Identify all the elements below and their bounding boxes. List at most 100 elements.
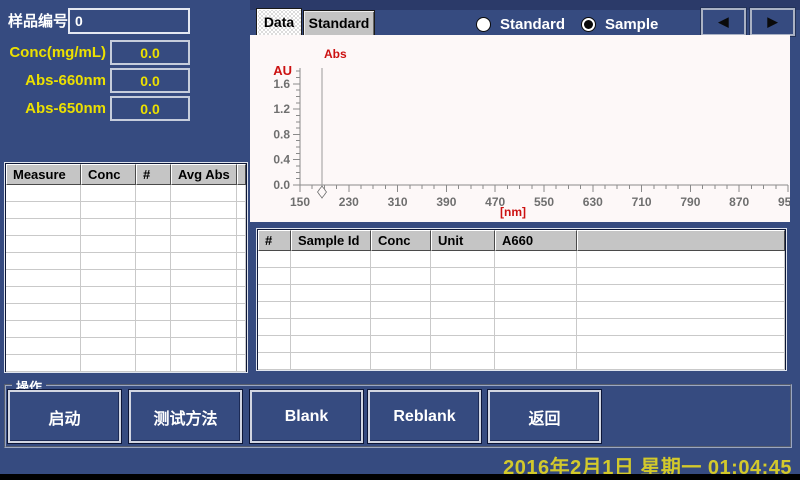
table-cell[interactable] (81, 219, 136, 236)
radio-group-sample[interactable]: Sample (581, 15, 658, 33)
table-cell[interactable] (6, 202, 81, 219)
table-cell[interactable] (258, 353, 291, 370)
table-cell[interactable] (237, 236, 246, 253)
radio-sample[interactable] (581, 16, 596, 32)
table-cell[interactable] (237, 185, 246, 202)
table-cell[interactable] (431, 268, 495, 285)
table-cell[interactable] (171, 202, 237, 219)
table-cell[interactable] (81, 355, 136, 372)
table-cell[interactable] (371, 285, 431, 302)
table-cell[interactable] (136, 287, 171, 304)
table-cell[interactable] (81, 270, 136, 287)
table-cell[interactable] (136, 355, 171, 372)
table-cell[interactable] (6, 185, 81, 202)
table-cell[interactable] (6, 287, 81, 304)
table-cell[interactable] (577, 251, 785, 268)
measure-table-body[interactable] (6, 185, 246, 372)
table-cell[interactable] (291, 268, 371, 285)
table-cell[interactable] (291, 302, 371, 319)
table-cell[interactable] (495, 251, 577, 268)
table-cell[interactable] (136, 253, 171, 270)
table-cell[interactable] (136, 185, 171, 202)
measure-table[interactable]: Measure Conc # Avg Abs (4, 162, 248, 373)
table-cell[interactable] (371, 268, 431, 285)
table-cell[interactable] (81, 253, 136, 270)
table-cell[interactable] (371, 251, 431, 268)
table-cell[interactable] (495, 285, 577, 302)
prev-button[interactable]: ◀ (700, 7, 747, 37)
sample-id-input[interactable]: 0 (68, 8, 190, 34)
table-cell[interactable] (81, 338, 136, 355)
radio-group-standard[interactable]: Standard (476, 15, 565, 33)
table-cell[interactable] (237, 253, 246, 270)
radio-standard[interactable] (476, 16, 491, 32)
table-cell[interactable] (136, 304, 171, 321)
table-cell[interactable] (6, 338, 81, 355)
table-cell[interactable] (171, 219, 237, 236)
table-cell[interactable] (171, 355, 237, 372)
table-cell[interactable] (171, 270, 237, 287)
table-cell[interactable] (371, 336, 431, 353)
table-cell[interactable] (171, 304, 237, 321)
table-cell[interactable] (258, 336, 291, 353)
table-cell[interactable] (577, 268, 785, 285)
table-cell[interactable] (431, 353, 495, 370)
reblank-button[interactable]: Reblank (367, 389, 482, 444)
table-cell[interactable] (258, 302, 291, 319)
table-cell[interactable] (431, 336, 495, 353)
table-cell[interactable] (237, 304, 246, 321)
tab-standard[interactable]: Standard (303, 10, 375, 35)
table-cell[interactable] (258, 268, 291, 285)
table-cell[interactable] (136, 219, 171, 236)
tab-data[interactable]: Data (256, 8, 302, 35)
table-cell[interactable] (6, 219, 81, 236)
table-cell[interactable] (431, 319, 495, 336)
table-cell[interactable] (6, 236, 81, 253)
table-cell[interactable] (495, 353, 577, 370)
table-cell[interactable] (237, 202, 246, 219)
table-cell[interactable] (495, 302, 577, 319)
table-cell[interactable] (495, 336, 577, 353)
table-cell[interactable] (291, 353, 371, 370)
table-cell[interactable] (171, 338, 237, 355)
table-cell[interactable] (577, 302, 785, 319)
table-cell[interactable] (6, 253, 81, 270)
return-button[interactable]: 返回 (487, 389, 602, 444)
table-cell[interactable] (237, 355, 246, 372)
table-cell[interactable] (291, 285, 371, 302)
table-cell[interactable] (81, 304, 136, 321)
table-cell[interactable] (136, 270, 171, 287)
results-table[interactable]: # Sample Id Conc Unit A660 (256, 228, 787, 371)
table-cell[interactable] (371, 353, 431, 370)
table-cell[interactable] (291, 336, 371, 353)
table-cell[interactable] (258, 319, 291, 336)
table-cell[interactable] (495, 268, 577, 285)
next-button[interactable]: ▶ (749, 7, 796, 37)
table-cell[interactable] (171, 185, 237, 202)
table-cell[interactable] (431, 251, 495, 268)
table-cell[interactable] (371, 302, 431, 319)
table-cell[interactable] (171, 321, 237, 338)
table-cell[interactable] (577, 353, 785, 370)
table-cell[interactable] (81, 185, 136, 202)
table-cell[interactable] (136, 338, 171, 355)
table-cell[interactable] (291, 251, 371, 268)
table-cell[interactable] (237, 219, 246, 236)
table-cell[interactable] (81, 236, 136, 253)
table-cell[interactable] (171, 287, 237, 304)
table-cell[interactable] (136, 321, 171, 338)
table-cell[interactable] (431, 285, 495, 302)
table-cell[interactable] (6, 321, 81, 338)
table-cell[interactable] (431, 302, 495, 319)
table-cell[interactable] (577, 285, 785, 302)
table-cell[interactable] (136, 236, 171, 253)
table-cell[interactable] (495, 319, 577, 336)
table-cell[interactable] (6, 270, 81, 287)
spectrum-chart[interactable]: 0.0 0.4 0.8 1.2 1.6 150 230 310 390 470 550 630 710 7… (250, 35, 798, 222)
table-cell[interactable] (577, 336, 785, 353)
table-cell[interactable] (171, 253, 237, 270)
table-cell[interactable] (291, 319, 371, 336)
results-table-body[interactable] (258, 251, 785, 370)
table-cell[interactable] (171, 236, 237, 253)
table-cell[interactable] (81, 287, 136, 304)
